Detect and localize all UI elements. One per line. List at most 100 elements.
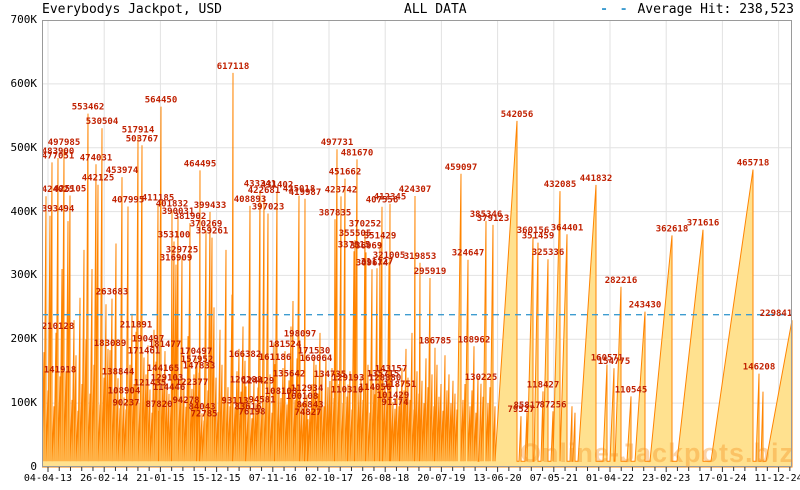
peak-label: 362618 — [656, 224, 689, 234]
chart-title: Everybodys Jackpot, USD — [42, 2, 223, 17]
peak-label: 181477 — [149, 340, 182, 350]
peak-label: 424307 — [399, 185, 432, 195]
peak-label: 144165 — [147, 364, 180, 374]
peak-label: 474031 — [80, 153, 113, 163]
peak-label: 91174 — [381, 398, 409, 408]
peak-label: 118751 — [384, 380, 417, 390]
plot-border — [42, 20, 792, 467]
peak-label: 399433 — [194, 201, 227, 211]
peak-label: 553462 — [72, 103, 105, 113]
peak-label: 329725 — [166, 245, 199, 255]
x-axis-label: 07-05-21 — [529, 473, 578, 484]
peak-label: 93113 — [221, 397, 248, 407]
peak-label: 112934 — [291, 384, 324, 394]
peak-label: 319853 — [404, 252, 437, 262]
peak-label: 311127 — [361, 257, 394, 267]
peak-label: 129103 — [151, 374, 184, 384]
peak-label: 211891 — [120, 321, 153, 331]
peak-label: 147833 — [183, 362, 216, 372]
peak-label: 351429 — [364, 232, 397, 242]
peak-label: 198097 — [284, 330, 317, 340]
peak-label: 146208 — [743, 363, 776, 373]
peak-label: 321005 — [373, 251, 406, 261]
peak-label: 385346 — [470, 210, 503, 220]
peak-label: 143157 — [375, 365, 408, 375]
peak-label: 483900 — [42, 147, 74, 157]
peak-label: 122377 — [176, 378, 209, 388]
peak-label: 564450 — [145, 96, 178, 106]
peak-label: 351459 — [522, 232, 555, 242]
peak-label: 412345 — [374, 193, 407, 203]
peak-label: 134735 — [314, 370, 347, 380]
peak-label: 141918 — [44, 365, 77, 375]
peak-label: 324647 — [452, 249, 485, 259]
peak-label: 135642 — [273, 369, 306, 379]
peak-label: 87256 — [539, 400, 566, 410]
average-legend-dash-icon: - - — [600, 2, 630, 17]
peak-label: 353100 — [158, 231, 191, 241]
peak-label: 370252 — [349, 220, 382, 230]
peak-label: 181524 — [269, 340, 302, 350]
peak-label: 101429 — [377, 391, 410, 401]
peak-label: 94278 — [172, 396, 199, 406]
x-axis-label: 15-12-15 — [192, 473, 241, 484]
peak-label: 108108 — [265, 387, 298, 397]
peak-label: 72785 — [190, 410, 217, 420]
peak-label: 186785 — [419, 337, 452, 347]
peak-label: 183089 — [94, 339, 127, 349]
y-axis-label: 100K — [10, 396, 38, 410]
peak-label: 407995 — [112, 195, 145, 205]
peak-label: 481670 — [341, 148, 374, 158]
peak-label: 114056 — [359, 383, 392, 393]
x-axis-label: 13-06-20 — [473, 473, 522, 484]
average-hit-value: Average Hit: 238,523 — [637, 2, 794, 17]
peak-label: 76198 — [238, 407, 265, 417]
x-axis-label: 07-11-16 — [248, 473, 297, 484]
peak-label: 371616 — [687, 219, 720, 229]
peak-label: 393494 — [42, 205, 75, 215]
peak-label: 166382 — [229, 350, 262, 360]
peak-label: 124429 — [242, 377, 275, 387]
peak-label: 295919 — [414, 267, 447, 277]
peak-label: 453974 — [106, 166, 139, 176]
peak-label: 325336 — [532, 248, 565, 258]
peak-label: 530504 — [86, 117, 119, 127]
peak-label: 497985 — [48, 138, 81, 148]
x-axis-label: 23-02-23 — [642, 473, 691, 484]
peak-label: 355505 — [339, 229, 372, 239]
peak-label: 108904 — [108, 386, 141, 396]
peak-label: 359261 — [196, 227, 229, 237]
peak-label: 431402 — [261, 181, 294, 191]
x-axis-label: 04-04-13 — [23, 473, 73, 484]
peak-label: 433341 — [244, 179, 277, 189]
peak-label: 282216 — [605, 276, 638, 286]
peak-label: 425105 — [54, 185, 87, 195]
peak-label: 419987 — [289, 188, 322, 198]
peak-label: 617118 — [217, 62, 250, 72]
data-range-label: ALL DATA — [404, 2, 467, 17]
peak-label: 441832 — [580, 174, 613, 184]
x-axis-label: 26-08-18 — [361, 473, 410, 484]
peak-label: 243430 — [629, 301, 662, 311]
peak-label: 118427 — [527, 380, 560, 390]
peak-label: 87820 — [145, 400, 172, 410]
x-axis-label: 02-10-17 — [304, 473, 354, 484]
peak-label: 138844 — [102, 367, 135, 377]
y-axis-label: 500K — [10, 140, 38, 154]
peak-label: 84043 — [188, 402, 215, 412]
peak-label: 229841 — [760, 309, 793, 319]
x-ticks-svg — [47, 467, 791, 472]
x-axis-label: 17-01-24 — [698, 473, 747, 484]
peak-label: 422681 — [248, 186, 281, 196]
x-axis-label: 11-12-24 — [754, 473, 800, 484]
peak-label: 110545 — [615, 385, 648, 395]
x-axis-label: 26-02-14 — [80, 473, 129, 484]
y-axis-label: 400K — [10, 204, 38, 218]
y-axis-label: 600K — [10, 76, 38, 90]
peak-label: 114446 — [153, 383, 186, 393]
peak-label: 432085 — [544, 180, 577, 190]
peak-label: 160064 — [300, 354, 333, 364]
peak-label: 336069 — [350, 241, 383, 251]
peak-label: 154775 — [598, 357, 631, 367]
